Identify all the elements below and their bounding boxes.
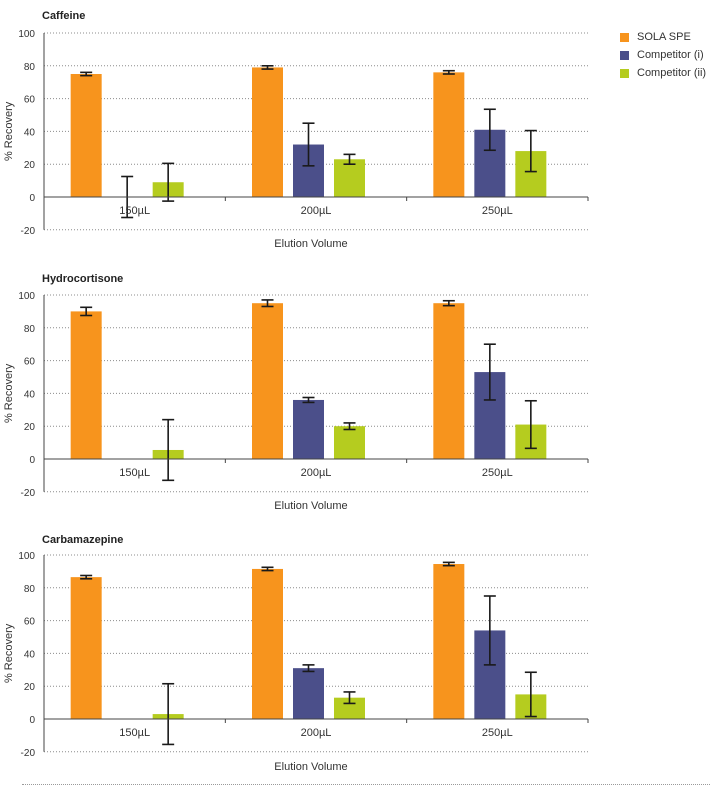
y-tick-label: 40 xyxy=(24,389,36,400)
bar xyxy=(433,72,465,197)
y-tick-label: 20 xyxy=(24,682,36,693)
x-tick-label: 150µL xyxy=(119,727,150,739)
chart-panel-2: Hydrocortisone 100 80 60 40 20 0 -20 % Recovery 1… xyxy=(3,273,589,512)
bar xyxy=(334,697,365,719)
legend-item-competitor-i: Competitor (i) xyxy=(620,46,706,64)
y-tick-label: 80 xyxy=(24,324,36,335)
y-tick-label: 80 xyxy=(24,62,36,73)
bar xyxy=(252,568,283,719)
bar xyxy=(252,67,283,197)
y-tick-label: 80 xyxy=(24,584,36,595)
legend-label: Competitor (i) xyxy=(637,49,704,61)
bar xyxy=(252,303,283,459)
y-tick-label: 20 xyxy=(24,422,36,433)
x-tick-label: 200µL xyxy=(301,467,332,479)
bar xyxy=(433,303,465,459)
bar xyxy=(70,577,102,719)
y-axis-label: % Recovery xyxy=(3,363,15,423)
y-tick-label: 60 xyxy=(24,617,36,628)
chart-title: Carbamazepine xyxy=(42,534,123,546)
legend-swatch xyxy=(620,50,629,60)
y-axis-label: % Recovery xyxy=(3,101,15,161)
y-tick-label: 0 xyxy=(29,193,35,204)
y-tick-label: 100 xyxy=(18,291,35,302)
chart-title: Hydrocortisone xyxy=(42,273,123,285)
legend-item-competitor-ii: Competitor (ii) xyxy=(620,64,706,82)
bottom-divider xyxy=(22,784,710,785)
x-tick-label: 250µL xyxy=(482,727,513,739)
bar xyxy=(433,564,465,719)
chart-panel-3: Carbamazepine 100 80 60 40 20 0 -20 % Recovery 15… xyxy=(3,534,589,773)
x-tick-label: 200µL xyxy=(301,205,332,217)
x-tick-label: 200µL xyxy=(301,727,332,739)
legend-item-sola-spe: SOLA SPE xyxy=(620,28,706,46)
y-tick-label: 40 xyxy=(24,649,36,660)
x-axis-label: Elution Volume xyxy=(274,761,347,773)
y-tick-label: 60 xyxy=(24,357,36,368)
y-tick-label: 40 xyxy=(24,127,36,138)
bar xyxy=(70,311,102,459)
legend-swatch xyxy=(620,32,629,42)
legend: SOLA SPE Competitor (i) Competitor (ii) xyxy=(620,28,706,82)
x-axis-label: Elution Volume xyxy=(274,500,347,512)
y-tick-label: 100 xyxy=(18,29,35,40)
y-tick-label: -20 xyxy=(21,748,36,759)
bar xyxy=(293,668,324,719)
legend-label: Competitor (ii) xyxy=(637,67,707,79)
x-axis-label: Elution Volume xyxy=(274,238,347,250)
y-tick-label: -20 xyxy=(21,488,36,499)
y-tick-label: 100 xyxy=(18,551,35,562)
y-tick-label: 60 xyxy=(24,95,36,106)
x-tick-label: 250µL xyxy=(482,467,513,479)
bar xyxy=(293,399,324,459)
x-tick-label: 150µL xyxy=(119,467,150,479)
y-axis-label: % Recovery xyxy=(3,623,15,683)
y-tick-label: -20 xyxy=(21,226,36,237)
x-tick-label: 250µL xyxy=(482,205,513,217)
bar xyxy=(334,426,365,459)
x-tick-label: 150µL xyxy=(119,205,150,217)
chart-panel-1: Caffeine 100 80 60 40 20 0 -20 % Recovery 150µL 20… xyxy=(3,10,589,250)
y-tick-label: 0 xyxy=(29,715,35,726)
bar xyxy=(334,159,365,197)
bar xyxy=(70,74,102,197)
y-tick-label: 20 xyxy=(24,160,36,171)
legend-label: SOLA SPE xyxy=(637,31,691,43)
legend-swatch xyxy=(620,68,629,78)
y-tick-label: 0 xyxy=(29,455,35,466)
chart-title: Caffeine xyxy=(42,10,85,22)
